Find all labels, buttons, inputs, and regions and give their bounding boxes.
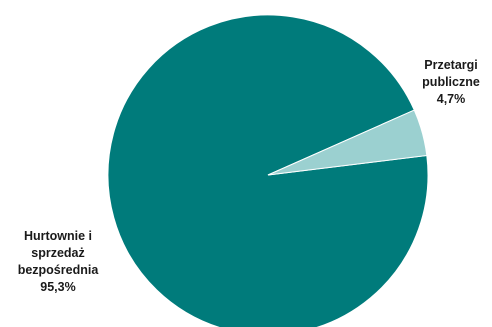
slice-label-1: Przetargi publiczne 4,7% bbox=[422, 58, 480, 106]
slice-value-label: 95,3% bbox=[40, 280, 75, 294]
slice-name-line: publiczne bbox=[422, 75, 480, 89]
slice-name-line: Hurtownie i bbox=[24, 229, 92, 243]
slice-name-line: bezpośrednia bbox=[18, 263, 100, 277]
pie-slices bbox=[107, 14, 429, 327]
slice-name-line: sprzedaż bbox=[31, 246, 85, 260]
slice-value-label: 4,7% bbox=[437, 92, 466, 106]
slice-name-line: Przetargi bbox=[424, 58, 478, 72]
pie-slice-0 bbox=[107, 14, 429, 327]
slice-label-0: Hurtownie i sprzedaż bezpośrednia 95,3% bbox=[18, 229, 100, 294]
pie-slice-1 bbox=[267, 109, 428, 176]
pie-labels: Hurtownie i sprzedaż bezpośrednia 95,3% Prze… bbox=[18, 58, 480, 294]
